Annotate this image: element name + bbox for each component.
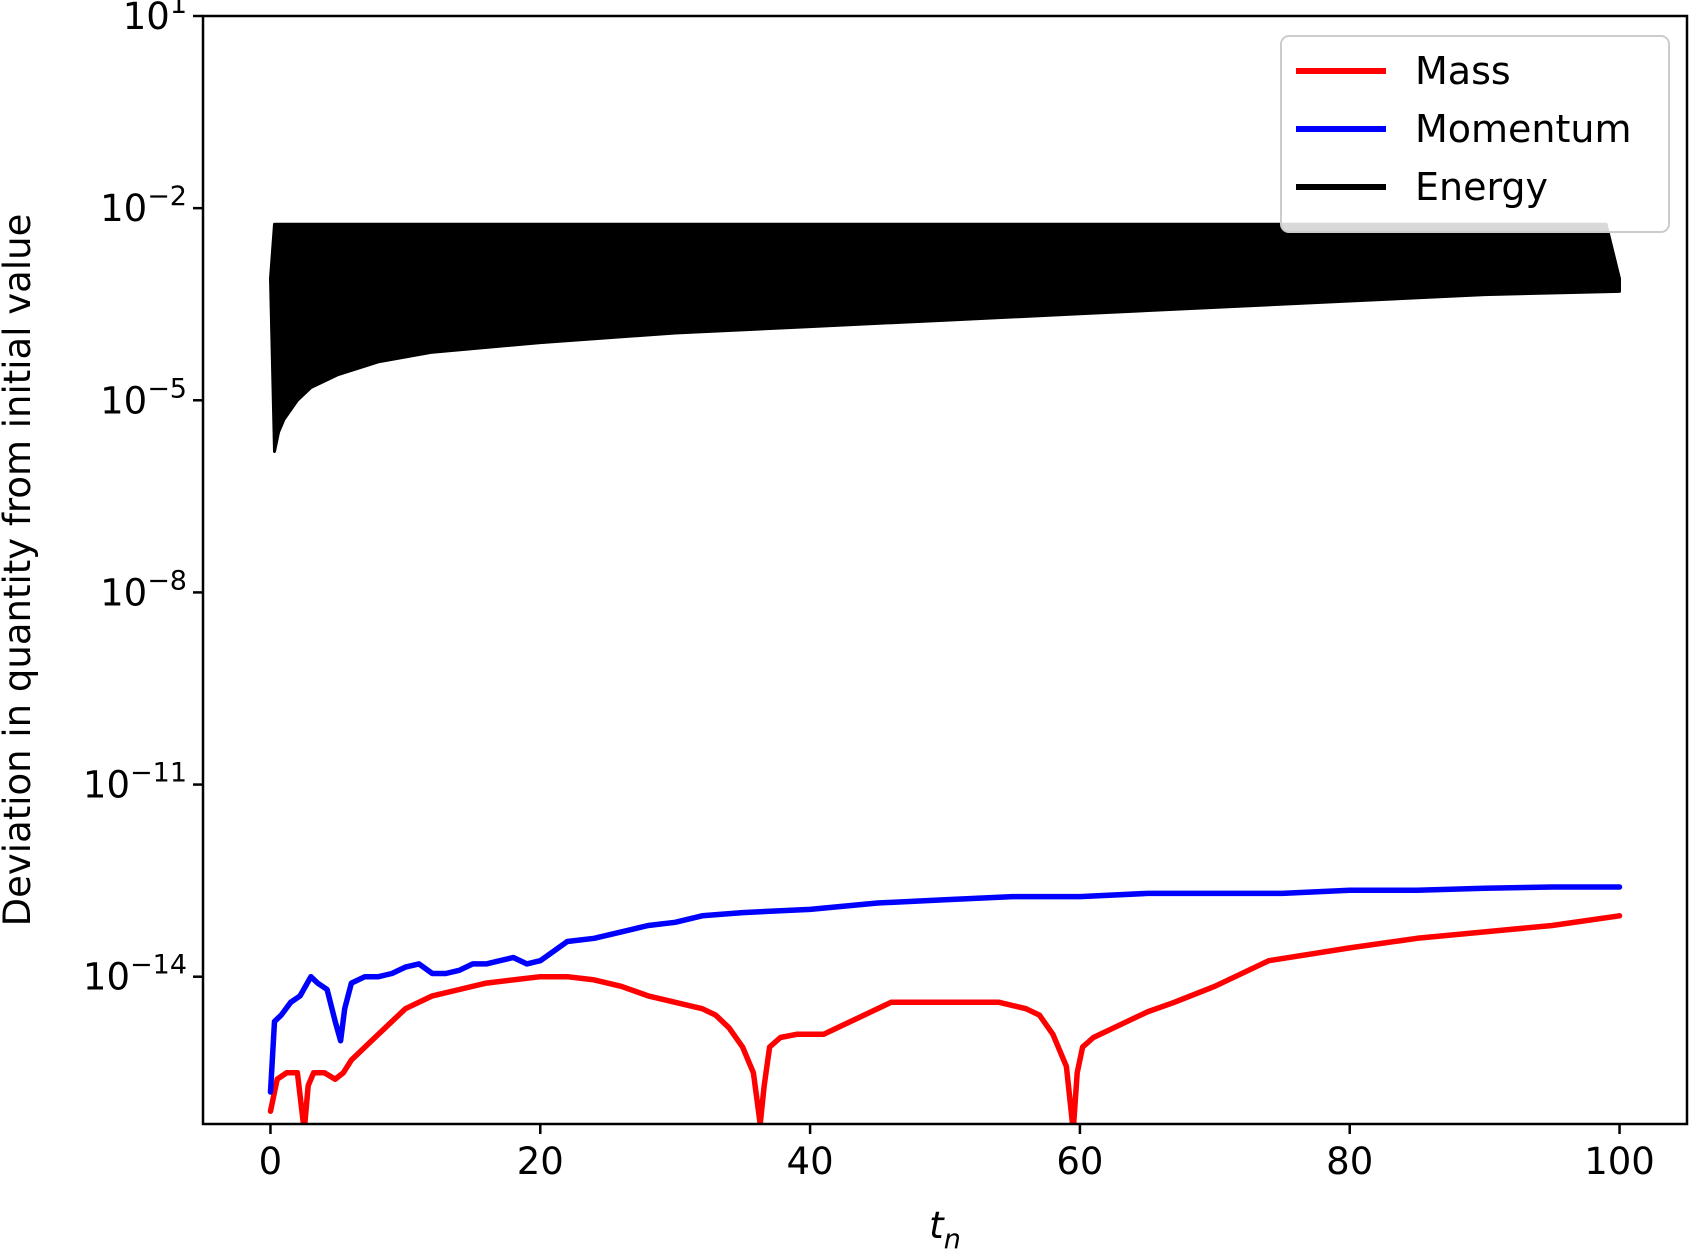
x-tick-label: 100 — [1584, 1140, 1655, 1183]
x-tick-label: 60 — [1056, 1140, 1103, 1183]
y-tick-label: 10−2 — [100, 181, 187, 230]
series-momentum-line — [267, 884, 1623, 1095]
x-tick-label: 40 — [787, 1140, 834, 1183]
series-layer — [267, 222, 1623, 1124]
x-tick-label: 80 — [1326, 1140, 1373, 1183]
y-tick-label: 10−11 — [83, 758, 187, 807]
legend-label-mass: Mass — [1415, 49, 1511, 93]
y-tick-label: 10−8 — [100, 565, 187, 614]
x-tick-label: 20 — [517, 1140, 564, 1183]
plot-frame — [201, 14, 1689, 1126]
series-energy-band — [269, 222, 1621, 453]
legend: Mass Momentum Energy — [1280, 35, 1670, 233]
legend-label-energy: Energy — [1415, 165, 1548, 209]
y-tick-label: 101 — [123, 0, 187, 38]
x-tick-label: 0 — [259, 1140, 283, 1183]
series-mass-line — [267, 913, 1623, 1124]
tick-layer: 0 20 40 60 80 100 101 10−2 10−5 10−8 10−11 10−14 — [83, 0, 1655, 1183]
y-axis-title: Deviation in quantity from initial value — [0, 214, 39, 927]
legend-label-momentum: Momentum — [1415, 107, 1632, 151]
y-tick-label: 10−5 — [100, 373, 187, 422]
legend-box — [1280, 35, 1670, 233]
x-axis-title: tn — [929, 1204, 961, 1253]
y-tick-label: 10−14 — [83, 950, 187, 999]
